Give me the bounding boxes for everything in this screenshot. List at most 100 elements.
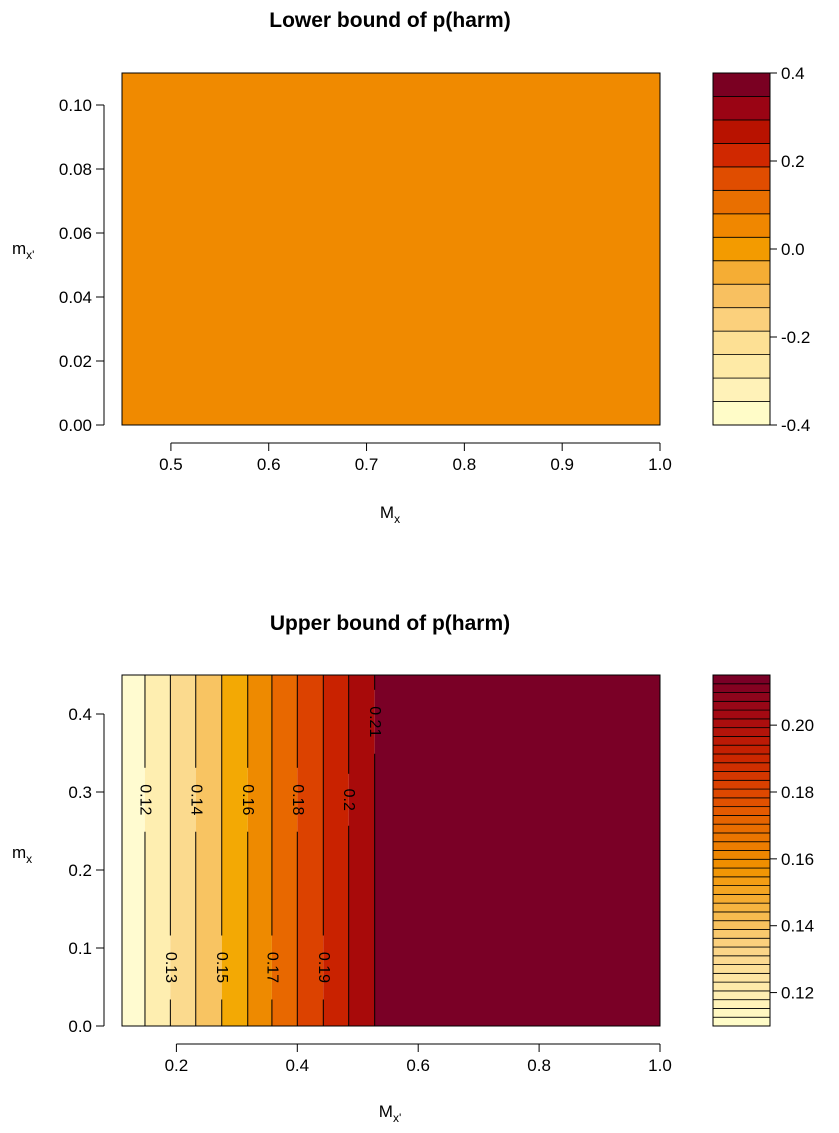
legend-swatch (712, 920, 771, 930)
contour-label: 0.2 (340, 789, 357, 811)
contour-label: 0.18 (289, 784, 306, 815)
legend-tick-label: 0.0 (781, 240, 805, 259)
legend-tick-label: 0.4 (781, 64, 805, 83)
legend-tick-label: -0.4 (781, 416, 810, 435)
y-axis-label: mx' (12, 239, 34, 262)
x-tick-label: 0.6 (257, 455, 281, 474)
legend-swatch (712, 990, 771, 1001)
legend-swatch (712, 709, 771, 720)
heatmap-band (247, 675, 272, 1026)
chart-upper-bound: Upper bound of p(harm) 0.120.130.140.150… (12, 612, 814, 1125)
chart-lower-bound: Lower bound of p(harm) 0.5 0.6 0.7 0.8 0.9 1.… (12, 9, 810, 526)
legend-tick-label: 0.14 (781, 917, 814, 936)
contour-lines: 0.12 0.13 0.14 0.15 0.16 0.17 0.18 0.19 0.2 0.21 (136, 675, 383, 1026)
x-axis: 0.5 0.6 0.7 0.8 0.9 1.0 (159, 442, 672, 474)
y-tick-label: 0.02 (59, 352, 92, 371)
x-axis: 0.2 0.4 0.6 0.8 1.0 (165, 1043, 672, 1075)
legend-swatch (712, 260, 771, 285)
heatmap-band (323, 675, 349, 1026)
plot-area (121, 72, 661, 426)
y-tick-label: 0.00 (59, 416, 92, 435)
chart-title: Upper bound of p(harm) (270, 612, 510, 635)
legend-swatch (712, 955, 771, 965)
legend-swatch (712, 902, 771, 913)
heatmap-band (122, 675, 145, 1026)
x-tick-label: 0.4 (285, 1056, 309, 1075)
legend-swatch (712, 867, 771, 878)
legend-tick-label: -0.2 (781, 328, 810, 347)
color-legend: 0.20 0.18 0.16 0.14 0.12 (712, 674, 814, 1027)
legend-swatch (712, 841, 771, 851)
legend-swatch (712, 972, 771, 983)
legend-swatch (712, 119, 771, 144)
heatmap-band (297, 675, 324, 1026)
legend-swatch (712, 354, 771, 379)
chart-title: Lower bound of p(harm) (269, 9, 510, 32)
legend-tick-label: 0.12 (781, 984, 814, 1003)
y-axis: 0.00 0.02 0.04 0.06 0.08 0.10 (59, 96, 105, 435)
legend-swatch (712, 964, 771, 974)
legend-swatch (712, 762, 771, 772)
x-axis-label: Mx (380, 503, 400, 526)
legend-tick-label: 0.16 (781, 850, 814, 869)
x-tick-label: 0.7 (355, 455, 379, 474)
legend-swatch (712, 283, 771, 309)
legend-swatch (712, 876, 771, 887)
legend-swatch (712, 96, 771, 121)
legend-swatch (712, 850, 771, 860)
legend-swatch (712, 1016, 771, 1027)
legend-border (712, 674, 771, 1027)
legend-swatch (712, 718, 771, 729)
heatmap-band (271, 675, 298, 1026)
color-legend: 0.4 0.2 0.0 -0.2 -0.4 (712, 64, 810, 435)
y-axis: 0.0 0.1 0.2 0.3 0.4 (68, 705, 105, 1036)
y-tick-label: 0.06 (59, 224, 92, 243)
x-tick-label: 1.0 (648, 1056, 672, 1075)
legend-swatch (712, 236, 771, 262)
heatmap-band (144, 675, 171, 1026)
legend-swatch (712, 307, 771, 332)
legend-swatch (712, 213, 771, 238)
legend-swatch (712, 674, 771, 685)
legend-swatch (712, 744, 771, 755)
legend-swatch (712, 929, 771, 939)
heatmap-band (348, 675, 375, 1026)
legend-swatch (712, 823, 771, 834)
legend-swatch (712, 72, 771, 97)
y-tick-label: 0.3 (68, 783, 92, 802)
contour-label: 0.17 (263, 952, 280, 983)
legend-tick-label: 0.18 (781, 783, 814, 802)
legend-swatch (712, 797, 771, 808)
legend-swatch (712, 700, 771, 711)
y-tick-label: 0.04 (59, 288, 92, 307)
legend-swatch (712, 946, 771, 957)
legend-swatch (712, 692, 771, 702)
legend-swatch (712, 727, 771, 737)
x-tick-label: 0.8 (527, 1056, 551, 1075)
legend-swatch (712, 189, 771, 215)
legend-swatch (712, 937, 771, 948)
legend-swatch (712, 981, 771, 992)
x-tick-label: 0.9 (550, 455, 574, 474)
y-tick-label: 0.4 (68, 705, 92, 724)
contour-label: 0.19 (315, 952, 332, 983)
legend-swatch (712, 999, 771, 1009)
plot-border (121, 72, 661, 426)
y-tick-label: 0.1 (68, 939, 92, 958)
x-tick-label: 0.2 (165, 1056, 189, 1075)
contour-label: 0.16 (239, 784, 256, 815)
legend-swatch (712, 683, 771, 693)
legend-swatch (712, 893, 771, 904)
x-tick-label: 0.6 (406, 1056, 430, 1075)
legend-swatch (712, 377, 771, 402)
legend-swatch (712, 166, 771, 191)
heatmap-fill (122, 73, 660, 425)
x-tick-label: 0.8 (453, 455, 477, 474)
legend-swatch (712, 330, 771, 355)
x-tick-label: 0.5 (159, 455, 183, 474)
contour-label: 0.12 (136, 784, 153, 815)
legend-tick-label: 0.20 (781, 716, 814, 735)
contour-label: 0.14 (187, 784, 204, 815)
legend-swatch (712, 911, 771, 922)
